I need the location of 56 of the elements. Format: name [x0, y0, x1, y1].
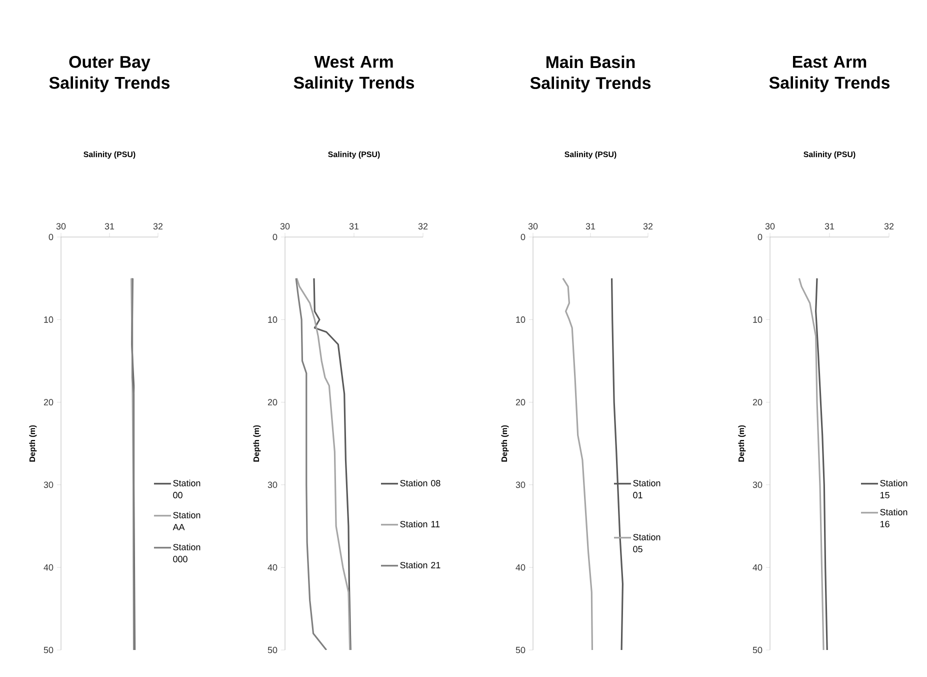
legend-label: Station 15	[880, 480, 908, 498]
x-tick-label: 32	[643, 223, 653, 230]
legend-label: Station 11	[400, 520, 440, 528]
x-tick-label: 31	[349, 223, 359, 230]
line-series	[798, 278, 824, 650]
y-tick-label: 50	[516, 646, 526, 654]
x-tick-label: 32	[418, 223, 428, 230]
legend-label: Station 00	[173, 480, 200, 498]
x-tick-label: 30	[765, 223, 775, 230]
line-series	[815, 278, 828, 650]
legend-label: Station 08	[400, 480, 440, 486]
y-tick-label: 10	[516, 316, 526, 323]
y-tick-label: 50	[44, 646, 54, 654]
y-tick-label: 20	[44, 399, 54, 406]
legend-label: Station 01	[633, 480, 660, 498]
y-tick-label: 40	[752, 564, 762, 571]
legend-label: Station 000	[173, 544, 200, 562]
legend-label: Station AA	[172, 512, 200, 530]
legend-label: Station 21	[400, 562, 440, 568]
y-tick-label: 0	[48, 234, 54, 240]
y-tick-label: 10	[753, 316, 762, 323]
y-tick-label: 50	[268, 646, 278, 654]
chart-title: Main Basin Salinity Trends	[530, 56, 651, 92]
y-tick-label: 30	[44, 482, 54, 488]
y-tick-label: 0	[758, 234, 762, 240]
y-tick-label: 20	[268, 399, 278, 406]
x-tick-label: 31	[824, 223, 834, 230]
x-tick-label: 31	[104, 223, 114, 230]
line-series	[295, 278, 328, 650]
line-series	[313, 278, 352, 650]
line-series	[562, 278, 594, 650]
x-tick-label: 31	[586, 223, 596, 230]
y-tick-label: 40	[268, 564, 278, 571]
chart-title: West Arm Salinity Trends	[294, 56, 414, 92]
line-series	[296, 278, 351, 650]
x-tick-label: 30	[280, 223, 290, 230]
y-tick-label: 10	[44, 316, 54, 323]
y-tick-label: 10	[268, 316, 278, 323]
y-tick-label: 40	[516, 564, 526, 571]
x-tick-label: 32	[153, 223, 163, 230]
x-tick-label: 32	[884, 223, 894, 230]
y-tick-label: 0	[272, 234, 278, 240]
y-tick-label: 20	[516, 399, 526, 406]
legend-label: Station 05	[633, 534, 660, 552]
y-tick-label: 30	[268, 482, 278, 488]
legend-label: Station 16	[880, 508, 908, 528]
y-tick-label: 0	[520, 234, 526, 240]
y-tick-label: 30	[752, 482, 762, 488]
y-tick-label: 50	[752, 646, 762, 654]
y-tick-label: 20	[752, 399, 762, 406]
y-tick-label: 30	[516, 482, 526, 488]
chart-title: East Arm Salinity Trends	[769, 56, 890, 92]
x-tick-label: 30	[528, 223, 538, 230]
y-tick-label: 40	[44, 564, 54, 571]
chart-title: Outer Bay Salinity Trends	[49, 56, 170, 92]
x-tick-label: 30	[56, 223, 66, 230]
